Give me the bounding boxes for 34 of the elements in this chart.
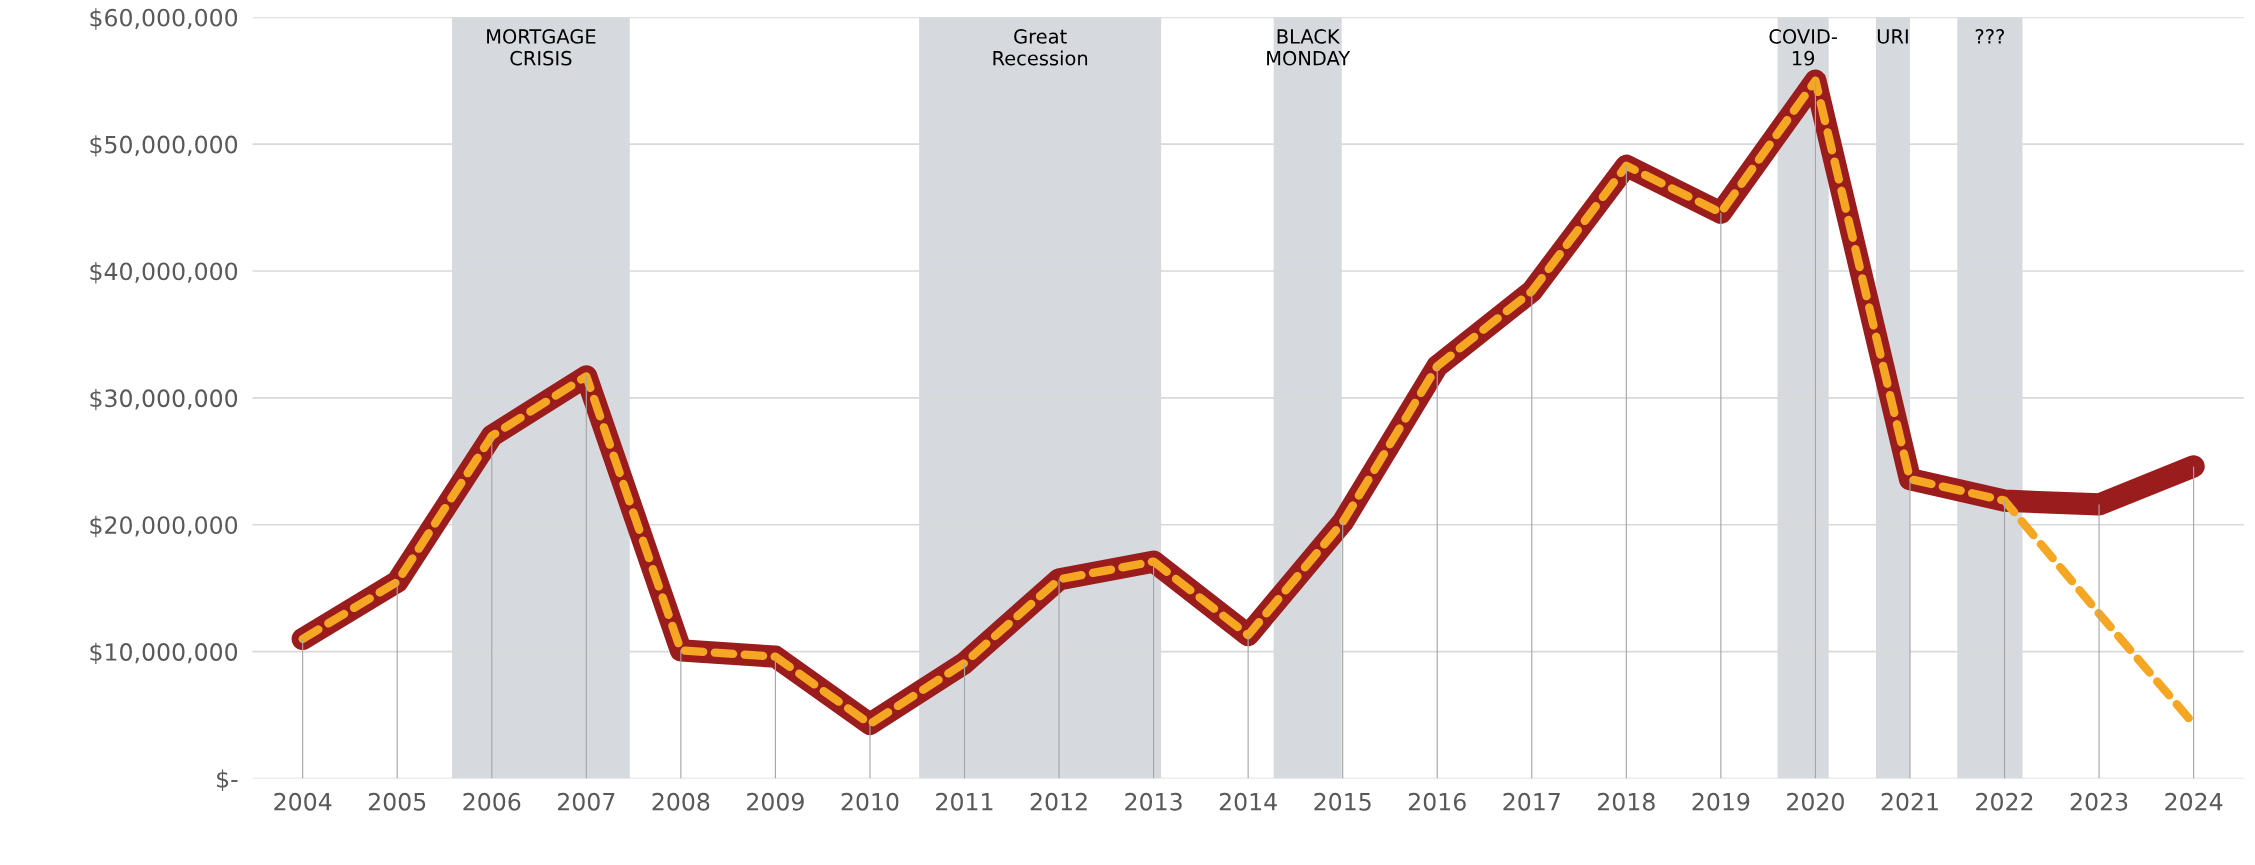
x-tick-label: 2008 [652,792,710,811]
x-tick-label: 2017 [1503,792,1560,811]
x-tick-label: 2012 [1030,792,1087,811]
y-tick-label: $30,000,000 [90,388,238,411]
x-tick-label: 2020 [1787,792,1844,811]
y-tick-label: $10,000,000 [90,642,238,665]
band-label: BLACK MONDAY [1267,29,1351,66]
x-tick-label: 2015 [1314,792,1371,811]
x-tick-label: 2021 [1881,792,1938,811]
x-tick-label: 2007 [558,792,615,811]
x-tick-label: 2013 [1125,792,1182,811]
x-tick-label: 2004 [274,792,332,811]
x-tick-label: 2018 [1598,792,1655,811]
band-label: ??? [1975,29,2004,44]
x-tick-label: 2022 [1976,792,2033,811]
x-tick-label: 2006 [463,792,521,811]
band-label: MORTGAGE CRISIS [487,29,596,66]
x-tick-label: 2019 [1692,792,1750,811]
x-tick-label: 2005 [368,792,426,811]
y-tick-label: $- [217,769,238,791]
y-tick-label: $50,000,000 [90,135,238,157]
x-tick-label: 2023 [2070,792,2128,811]
x-tick-label: 2011 [936,792,993,811]
y-tick-label: $20,000,000 [90,515,238,538]
x-tick-label: 2024 [2165,792,2223,811]
x-tick-label: 2016 [1408,792,1466,811]
x-tick-label: 2014 [1219,792,1277,811]
band-label: URI [1877,29,1908,44]
y-tick-label: $60,000,000 [90,8,238,30]
y-tick-label: $40,000,000 [90,262,238,284]
band-label: Great Recession [993,29,1088,66]
band-label: COVID-19 [1769,29,1837,66]
x-tick-label: 2009 [747,792,804,811]
x-tick-label: 2010 [841,792,899,811]
